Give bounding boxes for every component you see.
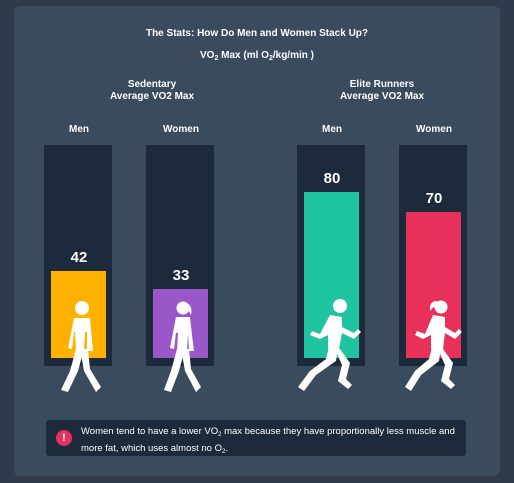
col-label-sedentary-men: Men [69,124,89,135]
col-label-elite-men: Men [322,124,342,135]
exclamation-icon: ! [56,430,72,446]
running-woman-icon [405,300,462,391]
walking-woman-icon [164,301,201,392]
walking-man-icon [61,301,101,392]
col-label-sedentary-women: Women [163,124,199,135]
info-note: ! Women tend to have a lower VO2 max bec… [46,420,466,456]
chart-title: The Stats: How Do Men and Women Stack Up… [145,28,369,39]
value-label-sedentary-men: 42 [70,248,88,266]
value-label-elite-men: 80 [323,169,341,187]
running-man-icon [298,299,361,391]
note-text: Women tend to have a lower VO2 max becau… [81,426,455,455]
chart-unit-label: VO2 Max (ml O2/kg/min ) [200,50,314,62]
col-label-elite-women: Women [416,124,452,135]
value-label-sedentary-women: 33 [172,267,190,285]
group-label-elite: Elite Runners Average VO2 Max [339,79,425,102]
group-label-sedentary: Sedentary Average VO2 Max [109,79,195,102]
value-label-elite-women: 70 [425,190,443,208]
